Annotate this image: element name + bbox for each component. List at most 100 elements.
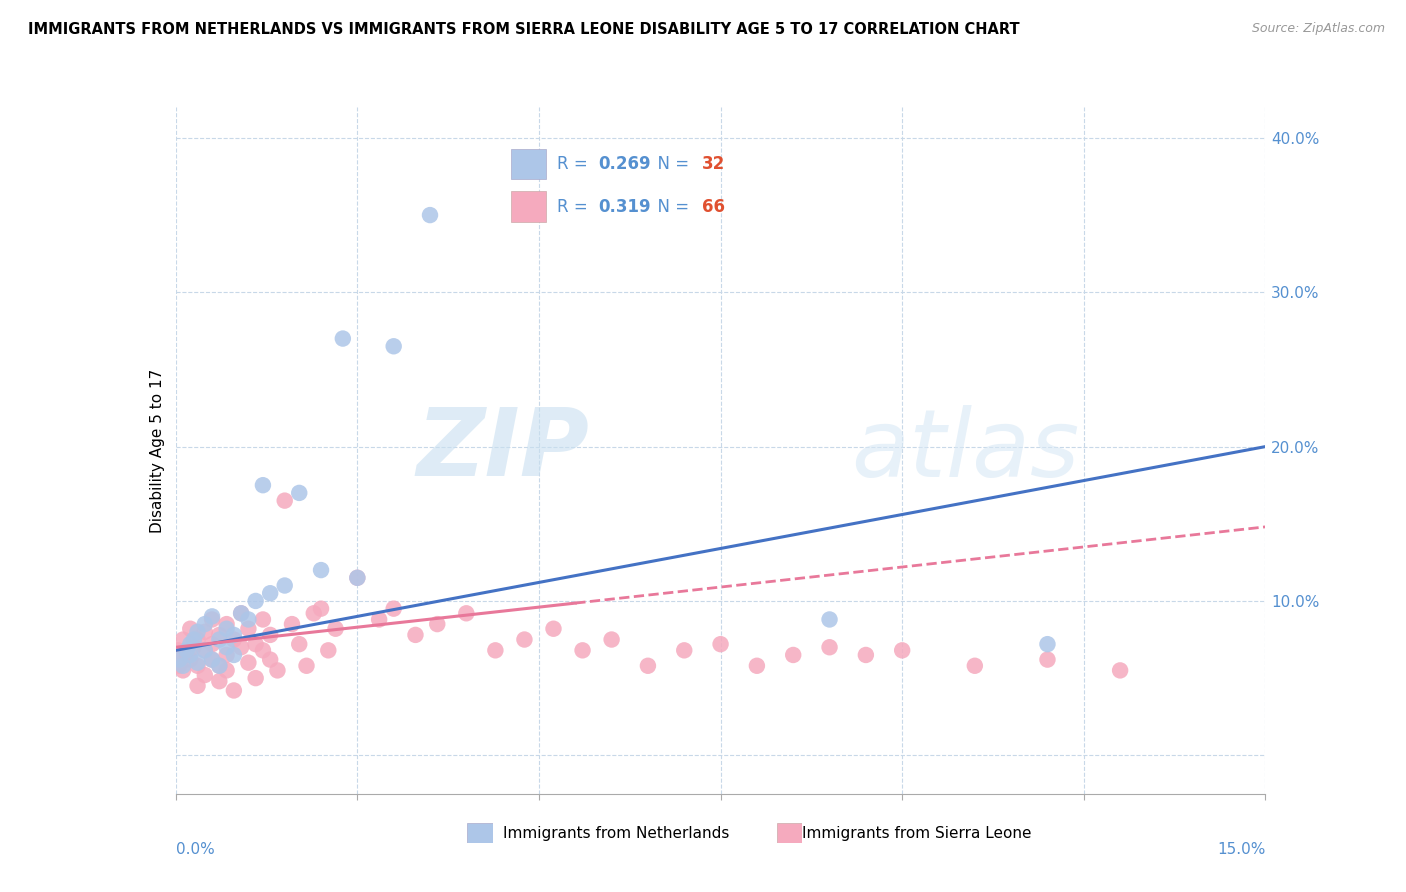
- Point: [309, 563, 332, 577]
- Text: R =: R =: [557, 197, 593, 216]
- Text: R =: R =: [557, 154, 593, 173]
- Point: [266, 664, 288, 678]
- Point: [782, 648, 804, 662]
- Text: Immigrants from Sierra Leone: Immigrants from Sierra Leone: [801, 826, 1032, 840]
- Point: [194, 617, 217, 632]
- Point: [186, 658, 209, 673]
- Point: [426, 617, 449, 632]
- Text: atlas: atlas: [852, 405, 1080, 496]
- Point: [222, 628, 245, 642]
- Point: [368, 612, 391, 626]
- Text: 0.319: 0.319: [598, 197, 651, 216]
- Point: [222, 648, 245, 662]
- Point: [186, 679, 209, 693]
- Point: [252, 478, 274, 492]
- Point: [169, 652, 191, 666]
- Point: [309, 601, 332, 615]
- Point: [179, 622, 201, 636]
- Text: IMMIGRANTS FROM NETHERLANDS VS IMMIGRANTS FROM SIERRA LEONE DISABILITY AGE 5 TO : IMMIGRANTS FROM NETHERLANDS VS IMMIGRANT…: [28, 22, 1019, 37]
- Point: [484, 643, 506, 657]
- Point: [208, 628, 231, 642]
- Point: [745, 658, 768, 673]
- FancyBboxPatch shape: [467, 823, 494, 843]
- Point: [245, 594, 267, 608]
- Point: [382, 601, 405, 615]
- Point: [456, 607, 478, 621]
- Point: [215, 640, 238, 655]
- Point: [172, 632, 194, 647]
- Point: [600, 632, 623, 647]
- Point: [818, 640, 841, 655]
- Point: [231, 640, 253, 655]
- Point: [543, 622, 565, 636]
- Point: [167, 643, 190, 657]
- Point: [513, 632, 536, 647]
- Point: [215, 664, 238, 678]
- FancyBboxPatch shape: [510, 149, 546, 179]
- Point: [194, 643, 217, 657]
- Point: [332, 332, 354, 346]
- Point: [302, 607, 325, 621]
- Point: [963, 658, 986, 673]
- Point: [179, 652, 201, 666]
- Point: [186, 632, 209, 647]
- Point: [222, 632, 245, 647]
- Point: [281, 617, 304, 632]
- Point: [194, 668, 217, 682]
- Point: [172, 664, 194, 678]
- Point: [169, 658, 191, 673]
- Point: [274, 578, 297, 592]
- Point: [201, 637, 224, 651]
- Point: [183, 640, 205, 655]
- Point: [208, 674, 231, 689]
- Point: [288, 637, 311, 651]
- Text: 15.0%: 15.0%: [1218, 842, 1265, 857]
- Point: [288, 486, 311, 500]
- Point: [274, 493, 297, 508]
- Point: [673, 643, 696, 657]
- Point: [238, 612, 260, 626]
- Point: [186, 656, 209, 670]
- Point: [1036, 652, 1059, 666]
- Point: [231, 607, 253, 621]
- Point: [215, 617, 238, 632]
- Y-axis label: Disability Age 5 to 17: Disability Age 5 to 17: [149, 368, 165, 533]
- Point: [382, 339, 405, 353]
- Point: [201, 609, 224, 624]
- Text: N =: N =: [647, 154, 695, 173]
- Point: [176, 648, 198, 662]
- Text: 0.269: 0.269: [598, 154, 651, 173]
- Point: [252, 643, 274, 657]
- Point: [176, 643, 198, 657]
- Point: [215, 648, 238, 662]
- Point: [346, 571, 368, 585]
- Text: Source: ZipAtlas.com: Source: ZipAtlas.com: [1251, 22, 1385, 36]
- Text: 32: 32: [702, 154, 724, 173]
- Point: [238, 656, 260, 670]
- Point: [818, 612, 841, 626]
- Point: [259, 652, 281, 666]
- Point: [215, 622, 238, 636]
- Point: [179, 637, 201, 651]
- Point: [295, 658, 318, 673]
- Point: [571, 643, 593, 657]
- Point: [318, 643, 340, 657]
- Point: [231, 607, 253, 621]
- Point: [710, 637, 733, 651]
- Point: [208, 658, 231, 673]
- Point: [405, 628, 427, 642]
- Point: [855, 648, 877, 662]
- Text: 0.0%: 0.0%: [176, 842, 215, 857]
- Point: [419, 208, 441, 222]
- Point: [325, 622, 347, 636]
- Point: [186, 624, 209, 639]
- Point: [259, 628, 281, 642]
- Point: [252, 612, 274, 626]
- FancyBboxPatch shape: [510, 192, 546, 222]
- Point: [637, 658, 659, 673]
- Point: [1109, 664, 1132, 678]
- Point: [245, 637, 267, 651]
- Text: 66: 66: [702, 197, 724, 216]
- Point: [201, 652, 224, 666]
- Text: Immigrants from Netherlands: Immigrants from Netherlands: [503, 826, 730, 840]
